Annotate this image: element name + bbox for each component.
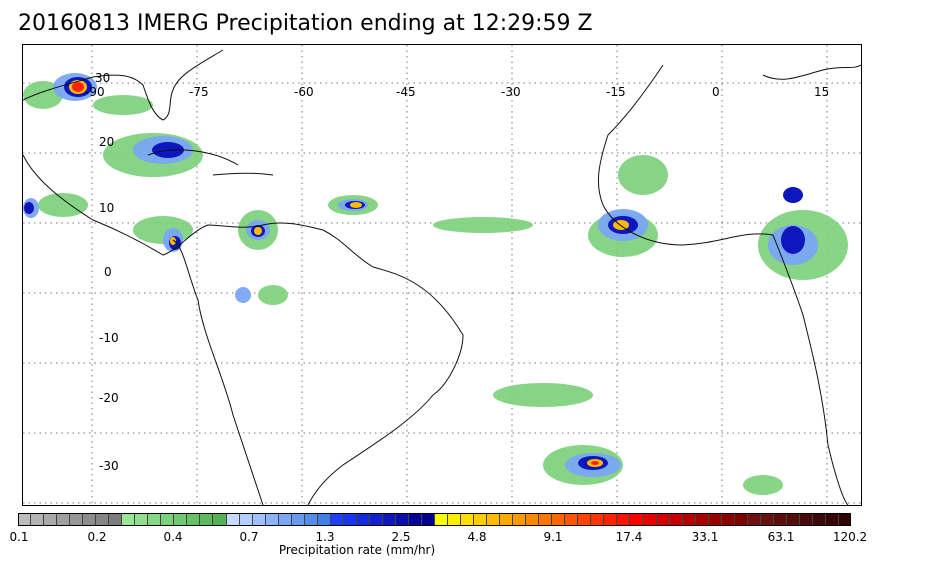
colorbar-cell: [669, 513, 683, 526]
colorbar-cell: [760, 513, 774, 526]
lat-label-minus20: -20: [99, 391, 119, 405]
colorbar-cell: [825, 513, 839, 526]
colorbar-label: 2.5: [391, 530, 411, 544]
colorbar-cell: [643, 513, 657, 526]
colorbar-label: 33.1: [691, 530, 719, 544]
colorbar-cell: [682, 513, 696, 526]
colorbar-label: 120.2: [832, 530, 868, 544]
map-title: 20160813 IMERG Precipitation ending at 1…: [18, 11, 593, 36]
colorbar-cell: [708, 513, 722, 526]
colorbar-cell: [278, 513, 292, 526]
colorbar-cell: [330, 513, 344, 526]
colorbar-cell: [656, 513, 670, 526]
colorbar-cell: [630, 513, 644, 526]
colorbar-cell: [474, 513, 488, 526]
colorbar-cell: [252, 513, 266, 526]
colorbar-cell: [773, 513, 787, 526]
lon-label-0: 0: [712, 85, 720, 99]
colorbar-cell: [812, 513, 826, 526]
lon-label-minus30: -30: [501, 85, 521, 99]
precipitation-map: [23, 45, 861, 505]
coastlines: [23, 49, 861, 505]
colorbar-cell: [109, 513, 123, 526]
colorbar-cell: [578, 513, 592, 526]
colorbar-cell: [461, 513, 475, 526]
lon-label-minus90: -90: [85, 85, 105, 99]
colorbar-cell: [539, 513, 553, 526]
colorbar-cell: [721, 513, 735, 526]
colorbar-cell: [226, 513, 240, 526]
lat-label-30: 30: [95, 71, 111, 85]
colorbar-cell: [565, 513, 579, 526]
colorbar-cell: [448, 513, 462, 526]
colorbar-cell: [591, 513, 605, 526]
colorbar-cell: [239, 513, 253, 526]
colorbar-cell: [356, 513, 370, 526]
colorbar-label: 17.4: [615, 530, 643, 544]
lon-label-minus45: -45: [396, 85, 416, 99]
colorbar-label: 4.8: [467, 530, 487, 544]
colorbar-cell: [213, 513, 227, 526]
colorbar-cell: [604, 513, 618, 526]
colorbar-cell: [135, 513, 149, 526]
lat-label-minus10: -10: [99, 331, 119, 345]
colorbar-label: 9.1: [543, 530, 563, 544]
lon-label-15: 15: [814, 85, 830, 99]
colorbar-label: 1.3: [315, 530, 335, 544]
colorbar-label: 0.1: [9, 530, 29, 544]
colorbar-cell: [838, 513, 851, 526]
colorbar-cell: [18, 513, 32, 526]
colorbar-cell: [70, 513, 84, 526]
colorbar-cell: [343, 513, 357, 526]
colorbar-cell: [395, 513, 409, 526]
lon-label-minus15: -15: [606, 85, 626, 99]
map-panel[interactable]: 30 20 10 0 -10 -20 -30 -90 -75 -60 -45 -…: [22, 44, 862, 506]
colorbar-cell: [369, 513, 383, 526]
graticule: [23, 45, 861, 505]
colorbar-cell: [734, 513, 748, 526]
colorbar-cell: [291, 513, 305, 526]
colorbar-cell: [435, 513, 449, 526]
colorbar-cell: [265, 513, 279, 526]
colorbar-cell: [382, 513, 396, 526]
lat-label-minus30: -30: [99, 459, 119, 473]
colorbar-label: 0.7: [239, 530, 259, 544]
precipitation-field: [23, 73, 848, 495]
colorbar-cell: [526, 513, 540, 526]
colorbar-cell: [31, 513, 45, 526]
colorbar-label: 0.2: [87, 530, 107, 544]
colorbar-cell: [44, 513, 58, 526]
lon-label-minus60: -60: [294, 85, 314, 99]
colorbar-cell: [487, 513, 501, 526]
colorbar-cell: [421, 513, 435, 526]
colorbar-cell: [187, 513, 201, 526]
colorbar-title: Precipitation rate (mm/hr): [278, 543, 436, 557]
colorbar-cell: [200, 513, 214, 526]
lat-label-0: 0: [104, 265, 112, 279]
colorbar-cell: [786, 513, 800, 526]
colorbar-cell: [408, 513, 422, 526]
colorbar-cell: [122, 513, 136, 526]
colorbar-cell: [747, 513, 761, 526]
colorbar-cell: [513, 513, 527, 526]
colorbar-label: 63.1: [767, 530, 795, 544]
colorbar-cell: [161, 513, 175, 526]
colorbar-cell: [304, 513, 318, 526]
colorbar-label: 0.4: [163, 530, 183, 544]
colorbar-cell: [695, 513, 709, 526]
colorbar-cell: [500, 513, 514, 526]
colorbar: [18, 513, 851, 526]
colorbar-cell: [799, 513, 813, 526]
colorbar-cell: [317, 513, 331, 526]
colorbar-cell: [96, 513, 110, 526]
colorbar-cell: [552, 513, 566, 526]
colorbar-cell: [83, 513, 97, 526]
lon-label-minus75: -75: [189, 85, 209, 99]
lat-label-10: 10: [99, 201, 115, 215]
lat-label-20: 20: [99, 135, 115, 149]
colorbar-cell: [148, 513, 162, 526]
colorbar-cell: [174, 513, 188, 526]
colorbar-cell: [57, 513, 71, 526]
colorbar-cell: [617, 513, 631, 526]
